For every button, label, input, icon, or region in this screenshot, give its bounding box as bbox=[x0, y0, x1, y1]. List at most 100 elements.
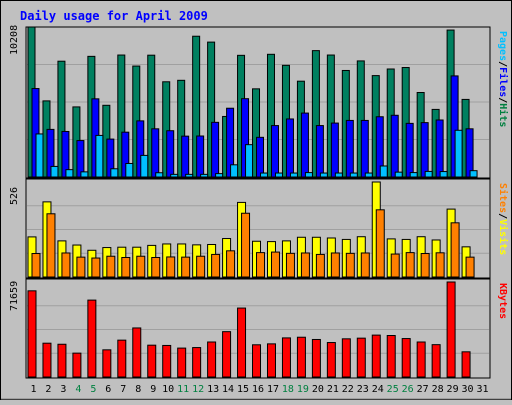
bar-kbytes-day-13 bbox=[207, 341, 217, 378]
bottom-panel-ymax-label: 71659 bbox=[9, 281, 20, 311]
bar-sites-day-29 bbox=[450, 222, 460, 278]
bar-sites-day-17 bbox=[270, 251, 280, 278]
bar-pages-day-1 bbox=[35, 133, 44, 178]
bar-pages-day-28 bbox=[439, 171, 448, 178]
x-tick-label-day-27: 27 bbox=[417, 384, 429, 395]
bar-files-day-17 bbox=[270, 125, 279, 178]
bar-sites-day-23 bbox=[360, 252, 370, 278]
bar-sites-day-10 bbox=[166, 256, 176, 278]
bar-kbytes-day-17 bbox=[266, 343, 276, 378]
bar-kbytes-day-18 bbox=[281, 337, 291, 378]
bar-sites-day-22 bbox=[345, 252, 355, 278]
bar-sites-day-30 bbox=[465, 256, 475, 278]
bar-pages-day-15 bbox=[245, 144, 254, 178]
legend-entry-visits-sites: / bbox=[497, 213, 508, 219]
bar-kbytes-day-27 bbox=[416, 341, 426, 378]
bar-sites-day-24 bbox=[375, 209, 385, 278]
bar-kbytes-day-11 bbox=[177, 347, 187, 378]
chart-title: Daily usage for April 2009 bbox=[20, 9, 208, 23]
bar-pages-day-21 bbox=[334, 172, 343, 178]
x-tick-label-day-15: 15 bbox=[237, 384, 249, 395]
bar-sites-day-6 bbox=[106, 255, 116, 278]
bar-pages-day-2 bbox=[50, 165, 59, 178]
bar-sites-day-27 bbox=[420, 253, 430, 278]
x-tick-label-day-29: 29 bbox=[447, 384, 459, 395]
bar-files-day-25 bbox=[390, 114, 399, 178]
bar-files-day-12 bbox=[196, 135, 205, 178]
bar-files-day-7 bbox=[121, 131, 130, 178]
bar-pages-day-22 bbox=[349, 172, 358, 178]
bar-kbytes-day-6 bbox=[102, 349, 112, 378]
bar-sites-day-28 bbox=[435, 252, 445, 278]
bar-kbytes-day-19 bbox=[296, 336, 306, 378]
bar-files-day-23 bbox=[360, 119, 369, 178]
x-tick-label-day-12: 12 bbox=[192, 384, 204, 395]
x-tick-label-day-7: 7 bbox=[120, 384, 126, 395]
legend-entry-hits-files-pages: Pages bbox=[497, 31, 508, 61]
bar-pages-day-3 bbox=[65, 169, 74, 178]
x-tick-label-day-30: 30 bbox=[462, 384, 474, 395]
bar-files-day-10 bbox=[166, 130, 175, 178]
x-tick-label-day-3: 3 bbox=[60, 384, 66, 395]
x-tick-label-day-18: 18 bbox=[282, 384, 294, 395]
bar-files-day-27 bbox=[420, 122, 429, 178]
legend-entry-hits-files-pages: / bbox=[497, 97, 508, 103]
x-tick-label-day-25: 25 bbox=[387, 384, 399, 395]
x-tick-label-day-20: 20 bbox=[312, 384, 324, 395]
x-tick-label-day-11: 11 bbox=[177, 384, 189, 395]
bar-sites-day-5 bbox=[91, 257, 101, 278]
bar-kbytes-day-4 bbox=[72, 352, 82, 378]
legend-entry-hits-files-pages: / bbox=[497, 61, 508, 67]
bar-pages-day-5 bbox=[95, 134, 104, 178]
panel-visits-sites: Sites/Visits bbox=[25, 178, 509, 279]
bar-kbytes-day-7 bbox=[117, 339, 127, 378]
legend-entry-kbytes: KBytes bbox=[497, 283, 508, 319]
bar-kbytes-day-3 bbox=[57, 343, 67, 378]
bar-sites-day-11 bbox=[181, 256, 191, 278]
bar-kbytes-day-30 bbox=[461, 351, 471, 378]
x-tick-label-day-4: 4 bbox=[75, 384, 81, 395]
bar-kbytes-day-9 bbox=[147, 344, 157, 378]
bar-pages-day-29 bbox=[454, 129, 463, 178]
x-tick-label-day-16: 16 bbox=[252, 384, 264, 395]
legend-hits-files-pages: Pages/Files/Hits bbox=[497, 31, 509, 127]
bar-kbytes-day-16 bbox=[252, 344, 262, 378]
bar-sites-day-3 bbox=[61, 252, 71, 278]
bar-files-day-30 bbox=[465, 128, 474, 178]
bar-hits-day-3 bbox=[57, 60, 66, 178]
x-tick-label-day-8: 8 bbox=[135, 384, 141, 395]
bar-files-day-11 bbox=[181, 135, 190, 178]
x-tick-label-day-28: 28 bbox=[432, 384, 444, 395]
bar-sites-day-7 bbox=[121, 256, 131, 278]
x-tick-label-day-24: 24 bbox=[372, 384, 384, 395]
x-tick-label-day-19: 19 bbox=[297, 384, 309, 395]
bar-files-day-21 bbox=[330, 122, 339, 178]
x-tick-label-day-23: 23 bbox=[357, 384, 369, 395]
bar-pages-day-9 bbox=[155, 172, 164, 178]
x-tick-label-day-5: 5 bbox=[90, 384, 96, 395]
bar-pages-day-11 bbox=[185, 173, 194, 178]
x-tick-label-day-14: 14 bbox=[222, 384, 234, 395]
bar-pages-day-4 bbox=[80, 171, 89, 178]
panel-kbytes: KBytes bbox=[25, 278, 508, 379]
bar-sites-day-15 bbox=[241, 212, 251, 278]
bar-kbytes-day-10 bbox=[162, 344, 172, 378]
bar-sites-day-19 bbox=[300, 252, 310, 278]
bar-sites-day-26 bbox=[405, 252, 415, 278]
x-axis-day-labels: 1 2 3 4 5 6 7 8 9 10 11 12 13 14 15 16 17 18 19 20 21 22 23 24 2… bbox=[30, 384, 488, 395]
bar-kbytes-day-20 bbox=[311, 338, 321, 378]
bar-kbytes-day-22 bbox=[341, 338, 351, 378]
bar-sites-day-21 bbox=[330, 252, 340, 278]
bar-pages-day-27 bbox=[424, 170, 433, 178]
bar-files-day-22 bbox=[345, 119, 354, 178]
bar-pages-day-17 bbox=[274, 172, 283, 178]
bar-kbytes-day-14 bbox=[222, 331, 232, 378]
bar-sites-day-25 bbox=[390, 253, 400, 278]
bar-kbytes-day-23 bbox=[356, 337, 366, 378]
bar-pages-day-24 bbox=[379, 165, 388, 178]
bar-kbytes-day-21 bbox=[326, 342, 336, 378]
bar-pages-day-18 bbox=[289, 172, 298, 178]
bar-hits-day-16 bbox=[252, 88, 261, 178]
